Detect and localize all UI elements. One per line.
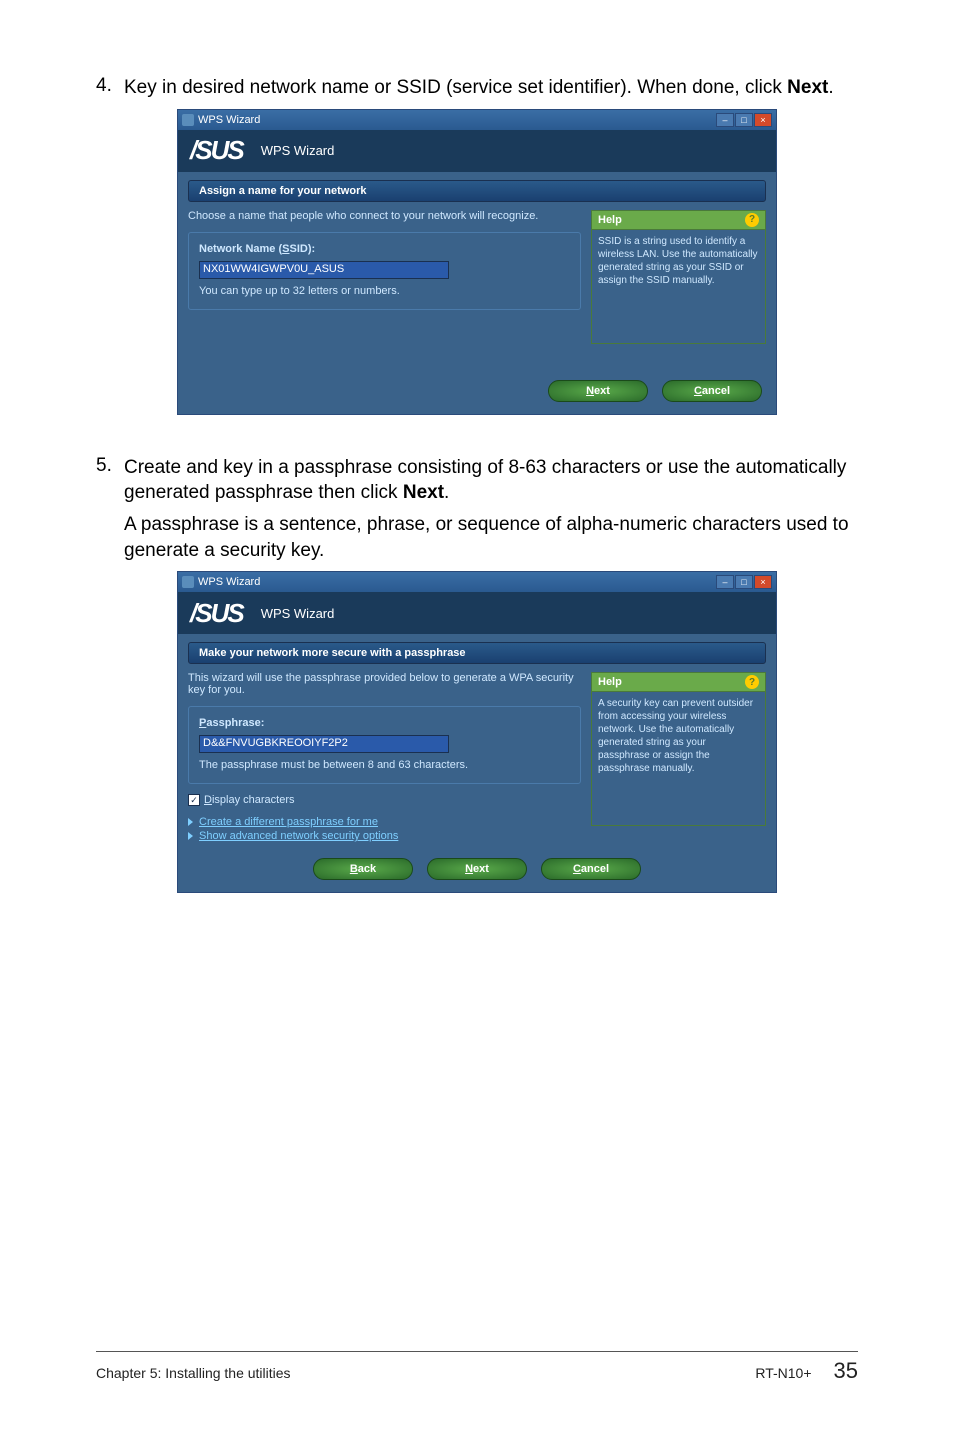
window-buttons: – □ ×	[716, 575, 772, 589]
screenshot-2: WPS Wizard – □ × /SUS WPS Wizard Make yo…	[96, 571, 858, 893]
step-number: 4.	[96, 75, 124, 101]
window-title: WPS Wizard	[198, 114, 716, 126]
passphrase-input[interactable]: D&&FNVUGBKREOOIYF2P2	[199, 735, 449, 753]
text: Key in desired network name or SSID (ser…	[124, 77, 787, 98]
checkbox-icon: ✓	[188, 794, 200, 806]
passphrase-label: Passphrase:	[199, 717, 570, 729]
ssid-fieldset: Network Name (SSID): NX01WW4IGWPV0U_ASUS…	[188, 232, 581, 310]
page-footer: Chapter 5: Installing the utilities RT-N…	[96, 1351, 858, 1384]
form-pane: This wizard will use the passphrase prov…	[188, 672, 581, 848]
close-button[interactable]: ×	[754, 575, 772, 589]
brand-bar: /SUS WPS Wizard	[178, 592, 776, 634]
wps-wizard-dialog: WPS Wizard – □ × /SUS WPS Wizard Make yo…	[177, 571, 777, 893]
intro-text: This wizard will use the passphrase prov…	[188, 672, 581, 696]
ssid-hint: You can type up to 32 letters or numbers…	[199, 285, 570, 297]
intro-text: Choose a name that people who connect to…	[188, 210, 581, 222]
brand-bar: /SUS WPS Wizard	[178, 130, 776, 172]
cancel-button[interactable]: Cancel	[662, 380, 762, 402]
next-button[interactable]: Next	[427, 858, 527, 880]
content-area: This wizard will use the passphrase prov…	[178, 664, 776, 848]
close-button[interactable]: ×	[754, 113, 772, 127]
titlebar: WPS Wizard – □ ×	[178, 572, 776, 592]
ssid-input[interactable]: NX01WW4IGWPV0U_ASUS	[199, 261, 449, 279]
asus-logo: /SUS	[190, 135, 243, 166]
minimize-button[interactable]: –	[716, 113, 734, 127]
text: .	[444, 482, 449, 503]
step-5: 5. Create and key in a passphrase consis…	[96, 455, 858, 564]
content-area: Choose a name that people who connect to…	[178, 202, 776, 370]
maximize-button[interactable]: □	[735, 575, 753, 589]
section-header: Make your network more secure with a pas…	[188, 642, 766, 664]
wps-wizard-dialog: WPS Wizard – □ × /SUS WPS Wizard Assign …	[177, 109, 777, 415]
next-button[interactable]: Next	[548, 380, 648, 402]
triangle-icon	[188, 832, 193, 840]
link-list: Create a different passphrase for me Sho…	[188, 816, 581, 842]
text-bold: Next	[403, 482, 444, 503]
screenshot-1: WPS Wizard – □ × /SUS WPS Wizard Assign …	[96, 109, 858, 415]
step-4: 4. Key in desired network name or SSID (…	[96, 75, 858, 101]
step-text: Key in desired network name or SSID (ser…	[124, 75, 858, 101]
help-label: Help	[598, 214, 622, 226]
window-title: WPS Wizard	[198, 576, 716, 588]
help-text: A security key can prevent outsider from…	[591, 691, 766, 826]
back-button[interactable]: Back	[313, 858, 413, 880]
ssid-label: Network Name (SSID):	[199, 243, 570, 255]
step-text: Create and key in a passphrase consistin…	[124, 455, 858, 564]
brand-subtitle: WPS Wizard	[261, 606, 335, 621]
maximize-button[interactable]: □	[735, 113, 753, 127]
footer-model: RT-N10+	[755, 1365, 811, 1381]
help-text: SSID is a string used to identify a wire…	[591, 229, 766, 344]
titlebar: WPS Wizard – □ ×	[178, 110, 776, 130]
passphrase-fieldset: Passphrase: D&&FNVUGBKREOOIYF2P2 The pas…	[188, 706, 581, 784]
checkbox-label: Display characters	[204, 794, 295, 806]
advanced-security-link[interactable]: Show advanced network security options	[188, 830, 581, 842]
asus-logo: /SUS	[190, 598, 243, 629]
display-characters-checkbox[interactable]: ✓ Display characters	[188, 794, 581, 806]
text: .	[828, 77, 833, 98]
button-row: Next Cancel	[178, 370, 776, 414]
page-number: 35	[834, 1358, 858, 1384]
help-icon[interactable]: ?	[745, 213, 759, 227]
text-bold: Next	[787, 77, 828, 98]
help-pane: Help ? SSID is a string used to identify…	[591, 210, 766, 370]
help-header: Help ?	[591, 210, 766, 229]
form-pane: Choose a name that people who connect to…	[188, 210, 581, 370]
section-header: Assign a name for your network	[188, 180, 766, 202]
help-label: Help	[598, 676, 622, 688]
help-icon[interactable]: ?	[745, 675, 759, 689]
window-buttons: – □ ×	[716, 113, 772, 127]
help-pane: Help ? A security key can prevent outsid…	[591, 672, 766, 848]
app-icon	[182, 114, 194, 126]
brand-subtitle: WPS Wizard	[261, 143, 335, 158]
app-icon	[182, 576, 194, 588]
footer-chapter: Chapter 5: Installing the utilities	[96, 1365, 291, 1381]
passphrase-hint: The passphrase must be between 8 and 63 …	[199, 759, 570, 771]
text: Create and key in a passphrase consistin…	[124, 457, 846, 504]
minimize-button[interactable]: –	[716, 575, 734, 589]
triangle-icon	[188, 818, 193, 826]
step-number: 5.	[96, 455, 124, 564]
cancel-button[interactable]: Cancel	[541, 858, 641, 880]
help-header: Help ?	[591, 672, 766, 691]
button-row: Back Next Cancel	[178, 848, 776, 892]
footer-right: RT-N10+ 35	[755, 1358, 858, 1384]
create-different-passphrase-link[interactable]: Create a different passphrase for me	[188, 816, 581, 828]
text: A passphrase is a sentence, phrase, or s…	[124, 512, 858, 563]
